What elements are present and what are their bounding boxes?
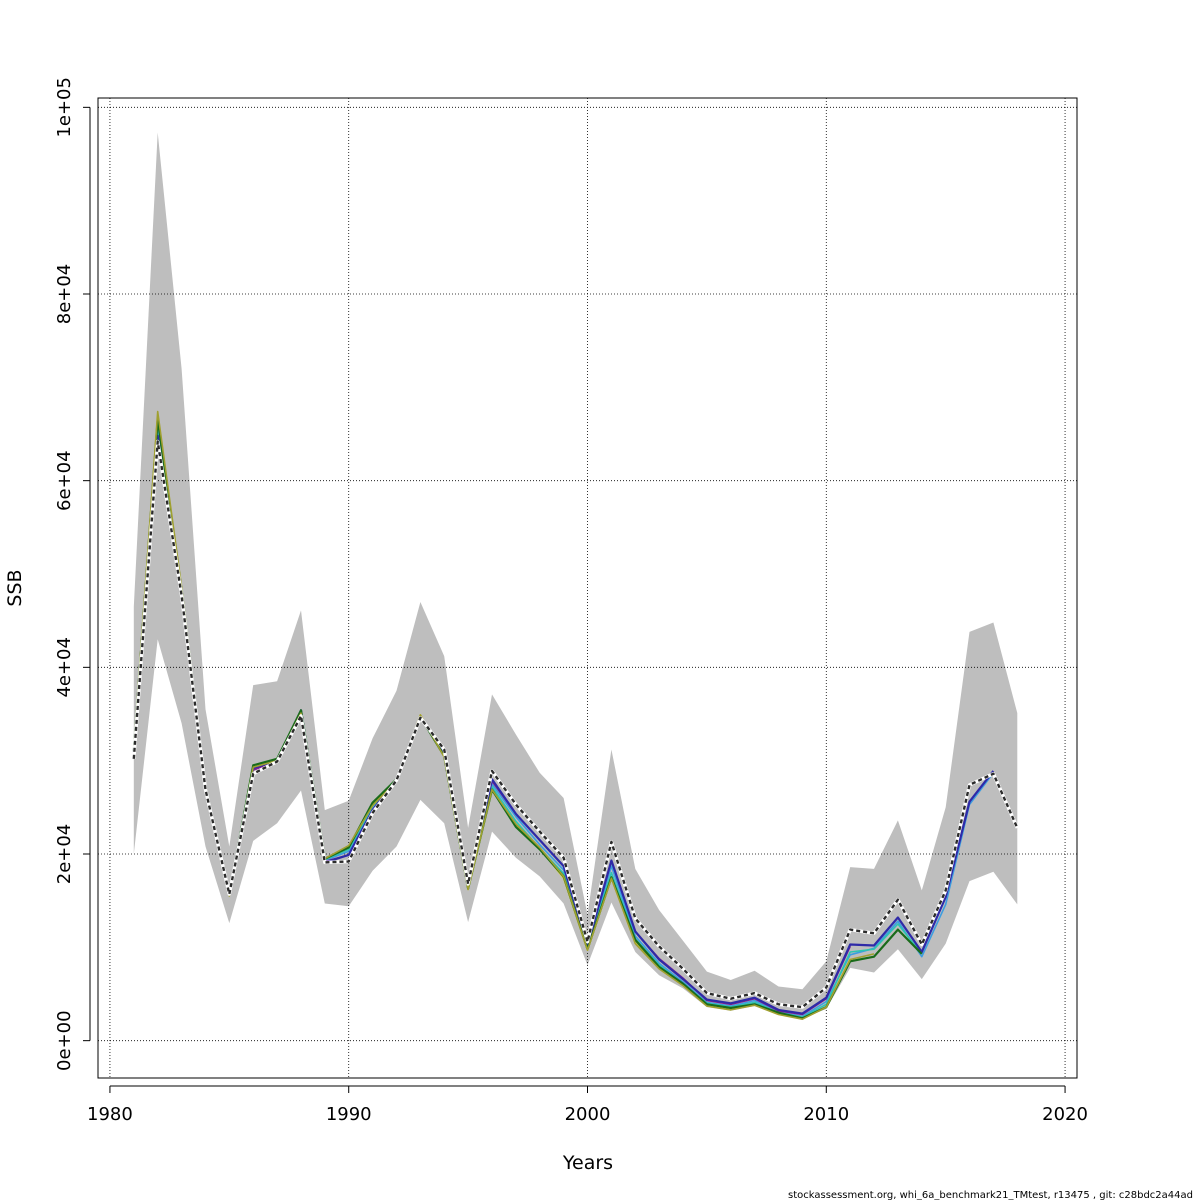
confidence-band-layer: [133, 132, 1018, 1019]
y-tick-label: 6e+04: [54, 450, 75, 511]
confidence-band: [133, 132, 1018, 1019]
x-tick-label: 1980: [87, 1104, 133, 1125]
x-axis-title: Years: [562, 1152, 613, 1174]
series-line-8: [132, 440, 1019, 1009]
y-tick-label: 4e+04: [54, 637, 75, 698]
y-tick-label: 1e+05: [54, 77, 75, 138]
x-tick-label: 1990: [326, 1104, 372, 1125]
y-tick-label: 8e+04: [54, 264, 75, 325]
plot-frame: [97, 97, 1078, 1079]
footer-text: stockassessment.org, whi_6a_benchmark21_…: [788, 1190, 1193, 1200]
y-tick-label: 0e+00: [54, 1010, 75, 1071]
grid-layer: [98, 98, 1077, 1078]
axis-layer: 1980 1990 2000 2010 2020 0e+00 2e+04 4e+04 6e+04…: [54, 77, 1088, 1125]
y-axis-title: SSB: [4, 569, 26, 606]
series-line-6: [132, 418, 923, 1020]
x-tick-label: 2010: [803, 1104, 849, 1125]
x-tick-label: 2000: [565, 1104, 611, 1125]
series-layer: [132, 410, 1019, 1020]
y-tick-label: 2e+04: [54, 824, 75, 885]
series-line-7: [133, 410, 875, 1020]
x-tick-label: 2020: [1042, 1104, 1088, 1125]
